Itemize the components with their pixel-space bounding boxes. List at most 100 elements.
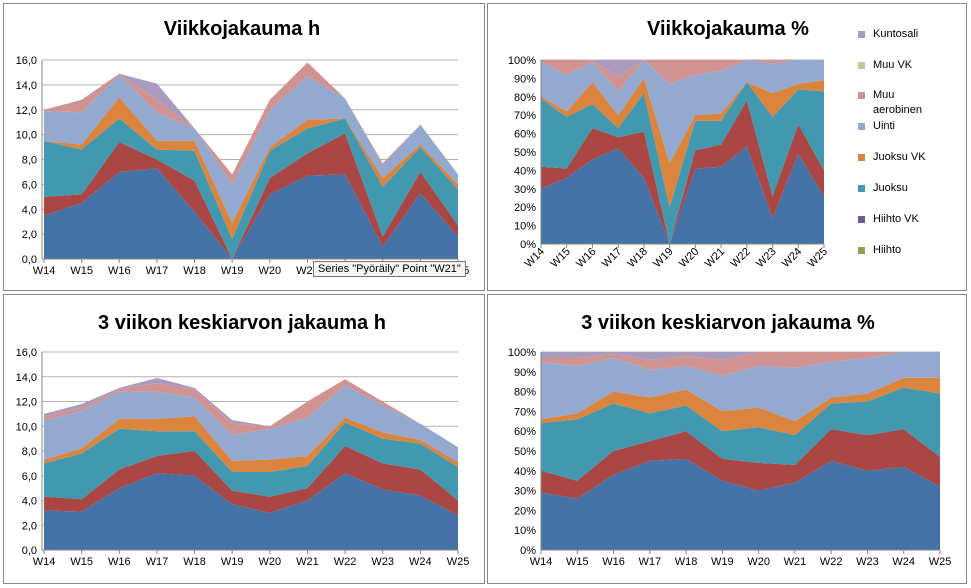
y-tick-label: 0,0 [22,545,37,557]
y-tick-label: 8,0 [22,446,37,458]
area [44,446,458,516]
area [44,133,458,259]
legend-item: Hiihto VK [858,213,948,227]
area [44,168,458,259]
y-tick-label: 50% [514,446,536,458]
x-tick-label: W15 [566,556,589,568]
x-tick-label: W20 [259,265,282,277]
area [541,352,940,376]
area [541,82,824,244]
x-tick-label: W24 [409,556,432,568]
y-tick-label: 10% [514,525,536,537]
legend-swatch [858,92,865,99]
y-tick-label: 40% [514,165,536,177]
legend-swatch [858,62,865,69]
x-tick-label: W14 [33,556,56,568]
y-tick-label: 20% [514,202,536,214]
legend-swatch [858,216,865,223]
area [541,352,940,422]
legend-label: Kuntosali [873,28,919,40]
legend-item: Juoksu VK [858,151,948,165]
y-tick-label: 0,0 [22,254,37,266]
legend-swatch [858,123,865,130]
y-tick-label: 60% [514,426,536,438]
x-tick-label: W15 [70,265,93,277]
x-tick-label: W25 [447,556,470,568]
y-tick-label: 16,0 [16,347,37,359]
y-tick-label: 50% [514,147,536,159]
y-tick-label: 0% [520,239,536,251]
legend-swatch [858,247,865,254]
x-tick-label: W14 [33,265,56,277]
legend-label: Hiihto [873,244,902,256]
legend-label: Uinti [873,120,896,132]
area [44,385,458,463]
legend-item: Muu VK [858,59,948,73]
legend-swatch [858,31,865,38]
x-tick-label: W19 [221,556,244,568]
y-tick-label: 90% [514,73,536,85]
x-tick-label: W19 [711,556,734,568]
y-tick-label: 0% [520,545,536,557]
y-tick-label: 8,0 [22,155,37,167]
x-tick-label: W23 [371,556,394,568]
chart-title: Viikkojakauma % [647,18,809,40]
x-tick-label: W24 [892,556,915,568]
y-tick-label: 100% [508,55,536,67]
y-tick-label: 14,0 [16,372,37,384]
x-tick-label: W25 [929,556,952,568]
area [541,352,940,360]
area [541,60,824,77]
x-tick-label: W14 [530,556,553,568]
x-tick-label: W23 [856,556,879,568]
area [44,97,458,240]
legend-label: Juoksu [873,182,908,194]
area [541,458,940,550]
area [44,416,458,473]
y-tick-label: 10,0 [16,130,37,142]
legend-item: Juoksu [858,182,948,196]
legend-swatch [858,154,865,161]
y-tick-label: 12,0 [16,105,37,117]
y-tick-label: 70% [514,406,536,418]
y-tick-label: 2,0 [22,229,37,241]
y-tick-label: 14,0 [16,80,37,92]
x-tick-label: W15 [70,556,93,568]
area [541,100,824,244]
y-tick-label: 30% [514,184,536,196]
area [541,377,940,436]
y-tick-label: 20% [514,505,536,517]
y-tick-label: 6,0 [22,179,37,191]
y-tick-label: 16,0 [16,55,37,67]
x-tick-label: W16 [108,265,131,277]
y-tick-label: 30% [514,486,536,498]
x-tick-label: W17 [146,265,169,277]
y-tick-label: 12,0 [16,397,37,409]
x-tick-label: W16 [602,556,625,568]
y-tick-label: 90% [514,367,536,379]
legend-item: Hiihto [858,244,948,258]
y-tick-label: 4,0 [22,496,37,508]
x-tick-label: W22 [820,556,843,568]
area [44,473,458,550]
x-tick-label: W22 [334,556,357,568]
legend-item: Uinti [858,120,948,134]
legend-label: Muu aerobinen [873,89,922,116]
legend-item: Muu aerobinen [858,89,948,118]
area [44,74,458,223]
x-tick-label: W20 [747,556,770,568]
legend-swatch [858,185,865,192]
x-tick-label: W18 [675,556,698,568]
y-tick-label: 60% [514,129,536,141]
x-tick-label: W16 [108,556,131,568]
x-tick-label: W18 [183,265,206,277]
y-tick-label: 40% [514,466,536,478]
legend-label: Hiihto VK [873,213,919,225]
tooltip: Series "Pyöräily" Point "W21" [313,261,466,277]
x-tick-label: W21 [784,556,807,568]
y-tick-label: 80% [514,387,536,399]
area [541,60,824,92]
x-tick-label: W19 [221,265,244,277]
